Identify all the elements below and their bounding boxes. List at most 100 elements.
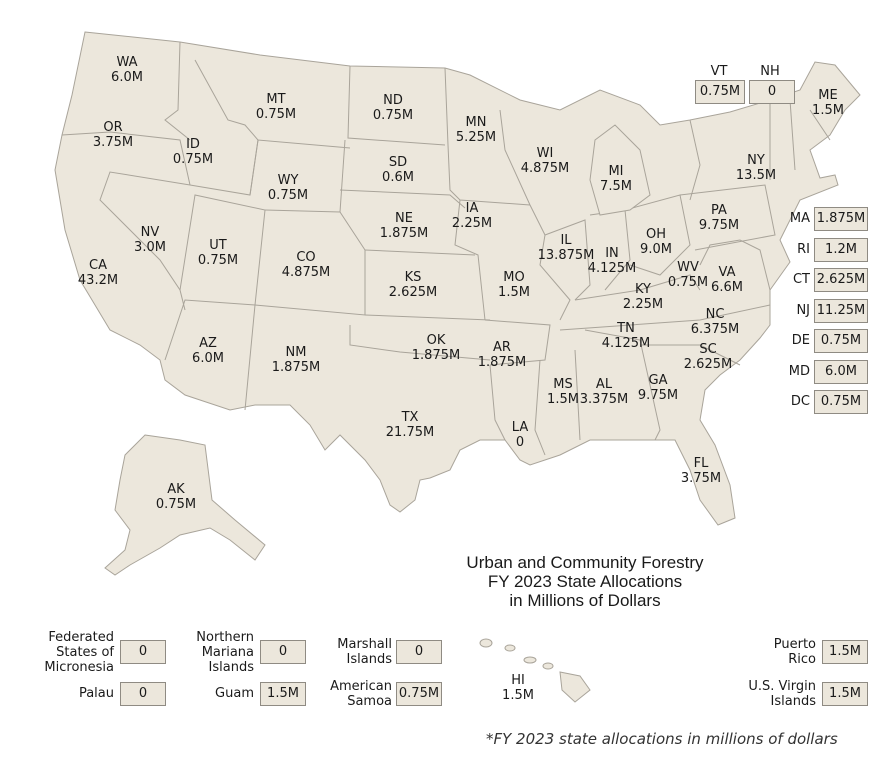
east-label-de: DE <box>791 333 810 348</box>
state-value: 9.75M <box>637 388 679 403</box>
east-label-md: MD <box>788 363 810 379</box>
state-value: 1.875M <box>271 360 321 375</box>
state-label-va: VA 6.6M <box>711 265 743 295</box>
east-label-ri: RI <box>797 241 810 257</box>
state-borders <box>61 41 831 456</box>
state-value: 43.2M <box>77 273 119 288</box>
state-code: IL <box>560 233 572 248</box>
territory-value-box: 1.5M <box>822 682 868 706</box>
state-label-ut: UT 0.75M <box>198 238 238 268</box>
state-label-id: ID 0.75M <box>173 137 213 167</box>
state-code: IN <box>605 246 619 261</box>
state-label-fl: FL 3.75M <box>681 456 721 486</box>
state-code: SC <box>699 342 717 357</box>
nh-value-box: 0 <box>749 80 795 104</box>
territory-value-box: 0 <box>120 682 166 706</box>
territory-value-box: 0.75M <box>396 682 442 706</box>
state-value: 4.875M <box>520 161 570 176</box>
state-value: 1.5M <box>502 688 534 703</box>
state-code: MN <box>465 115 487 130</box>
alaska-shape <box>104 434 266 576</box>
state-value: 2.25M <box>622 297 664 312</box>
territory-label: Palau <box>26 686 114 701</box>
state-value: 4.875M <box>281 265 331 280</box>
state-value: 2.625M <box>683 357 733 372</box>
territory-label: Guam <box>170 686 254 701</box>
territory-label-line: Puerto <box>773 637 816 652</box>
state-value: 21.75M <box>385 425 435 440</box>
state-value: 4.125M <box>601 336 651 351</box>
territory-label-line: Islands <box>770 694 816 709</box>
state-value: 0.75M <box>372 108 414 123</box>
territory-label-line: Federated <box>48 630 114 645</box>
state-label-sc: SC 2.625M <box>684 342 732 372</box>
state-code: MI <box>608 164 624 179</box>
nh-label: NH <box>760 64 780 79</box>
state-value: 2.625M <box>388 285 438 300</box>
state-code: AL <box>595 377 613 392</box>
state-code: PA <box>711 203 727 218</box>
state-label-ar: AR 1.875M <box>478 340 526 370</box>
state-value: 6.375M <box>690 322 740 337</box>
east-value-de: 0.75M <box>814 329 868 353</box>
state-code: IA <box>465 201 479 216</box>
state-label-ok: OK 1.875M <box>412 333 460 363</box>
territory-label-line: U.S. Virgin <box>748 679 816 694</box>
state-value: 1.875M <box>477 355 527 370</box>
state-code: ME <box>818 88 838 103</box>
state-code: ID <box>186 137 200 152</box>
state-label-in: IN 4.125M <box>588 246 636 276</box>
state-value: 1.5M <box>547 392 579 407</box>
state-value: 7.5M <box>600 179 632 194</box>
state-value: 1.875M <box>411 348 461 363</box>
east-label-ct: CT <box>792 272 810 287</box>
territory-value-box: 1.5M <box>260 682 306 706</box>
territory-label: Federated States of Micronesia <box>26 630 114 675</box>
state-code: FL <box>693 456 709 471</box>
state-label-tn: TN 4.125M <box>602 321 650 351</box>
territory-label-line: Guam <box>215 686 254 701</box>
state-label-ne: NE 1.875M <box>380 211 428 241</box>
state-code: WI <box>536 146 554 161</box>
state-value: 6.0M <box>192 351 224 366</box>
state-code: GA <box>648 373 668 388</box>
state-value: 6.0M <box>111 70 143 85</box>
state-label-hi: HI 1.5M <box>502 673 534 703</box>
state-label-ny: NY 13.5M <box>736 153 776 183</box>
state-code: NE <box>395 211 413 226</box>
state-value: 9.75M <box>698 218 740 233</box>
state-value: 0.75M <box>172 152 214 167</box>
title-line-3: in Millions of Dollars <box>509 591 661 610</box>
state-value: 1.5M <box>498 285 530 300</box>
vt-value-box: 0.75M <box>695 80 745 104</box>
state-label-wy: WY 0.75M <box>268 173 308 203</box>
state-label-ms: MS 1.5M <box>547 377 579 407</box>
state-code: WA <box>116 55 138 70</box>
territory-label-line: Northern <box>196 630 254 645</box>
state-value: 13.875M <box>537 248 595 263</box>
state-label-mo: MO 1.5M <box>498 270 530 300</box>
territory-label-line: Rico <box>788 652 816 667</box>
territory-label: American Samoa <box>310 679 392 709</box>
territory-label-line: States of <box>56 645 114 660</box>
state-label-pa: PA 9.75M <box>699 203 739 233</box>
state-value: 6.6M <box>711 280 743 295</box>
territory-label: Northern Mariana Islands <box>170 630 254 675</box>
state-label-nm: NM 1.875M <box>272 345 320 375</box>
state-label-mt: MT 0.75M <box>256 92 296 122</box>
state-code: NV <box>140 225 160 240</box>
state-label-ks: KS 2.625M <box>389 270 437 300</box>
territory-label: Puerto Rico <box>700 637 816 667</box>
state-label-wv: WV 0.75M <box>668 260 708 290</box>
state-code: TN <box>617 321 635 336</box>
state-value: 1.5M <box>812 103 844 118</box>
state-label-il: IL 13.875M <box>538 233 595 263</box>
state-label-co: CO 4.875M <box>282 250 330 280</box>
state-value: 0.75M <box>155 497 197 512</box>
state-code: AK <box>167 482 185 497</box>
state-code: OH <box>645 227 667 242</box>
state-code: CO <box>296 250 316 265</box>
state-code: LA <box>511 420 529 435</box>
state-code: MO <box>503 270 525 285</box>
state-value: 3.75M <box>680 471 722 486</box>
